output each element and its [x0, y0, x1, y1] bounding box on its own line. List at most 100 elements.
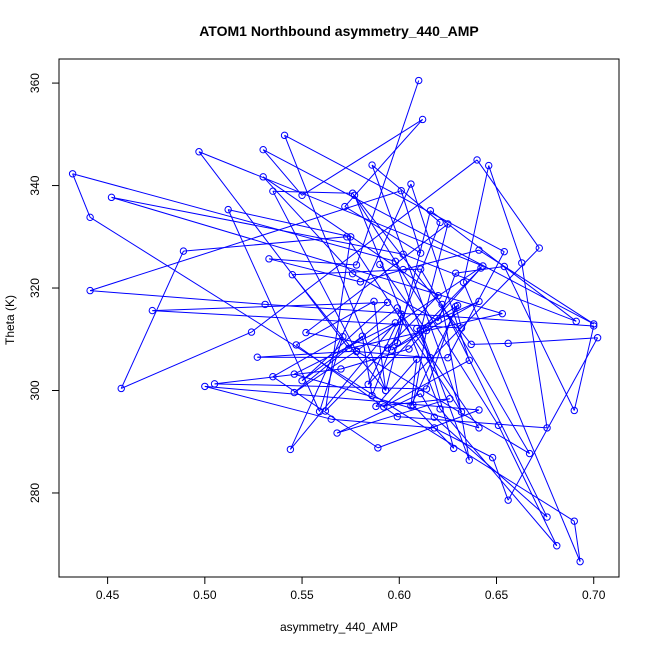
x-tick-label: 0.45 [96, 588, 120, 602]
data-point [269, 372, 277, 381]
data-point [117, 384, 125, 393]
series-segment [89, 190, 402, 292]
series-segment [295, 300, 375, 346]
series-segment [272, 190, 357, 352]
data-point [553, 542, 561, 550]
x-tick-label: 0.65 [485, 588, 509, 602]
data-point [500, 262, 508, 271]
data-point [393, 412, 402, 421]
data-point [68, 170, 77, 178]
data-point [253, 353, 262, 361]
data-point [416, 249, 425, 257]
series-segment [402, 253, 577, 322]
series-segment [430, 210, 577, 322]
data-point [450, 444, 458, 453]
series-segment [462, 165, 490, 283]
data-point [298, 377, 306, 385]
data-point [259, 145, 267, 154]
series-segment [204, 385, 332, 420]
series-segment [361, 336, 373, 396]
x-tick-label: 0.55 [290, 588, 314, 602]
series-segment [294, 373, 480, 429]
data-point [399, 265, 407, 274]
data-point [352, 261, 361, 269]
data-point [459, 278, 468, 287]
series-segment [503, 266, 575, 411]
data-point [593, 334, 602, 342]
y-axis-label: Theta (K) [3, 295, 17, 345]
data-point [333, 429, 341, 437]
data-point [451, 302, 460, 311]
series-segment [319, 336, 344, 412]
chart-title: ATOM1 Northbound asymmetry_440_AMP [199, 23, 479, 39]
data-point [399, 250, 407, 258]
x-tick-label: 0.60 [388, 588, 412, 602]
data-point [280, 131, 289, 140]
data-point [465, 356, 473, 364]
data-point [201, 382, 209, 391]
data-point [422, 385, 431, 393]
data-point [426, 354, 435, 362]
data-point [179, 247, 188, 255]
data-point [438, 300, 446, 309]
series-segment [340, 348, 410, 370]
series-segment [111, 196, 503, 315]
series-segment [385, 210, 431, 391]
series-segment [331, 418, 435, 429]
data-point [407, 180, 415, 188]
data-point [383, 298, 392, 307]
x-tick-label: 0.70 [582, 588, 606, 602]
series-segment [396, 314, 402, 343]
y-tick-label: 280 [28, 483, 42, 503]
series-segment [262, 176, 353, 275]
series-segment [433, 416, 548, 518]
data-point [413, 324, 421, 333]
series-segment [272, 336, 344, 378]
series-segment [507, 337, 599, 501]
series-segment [441, 304, 470, 461]
series-segment [183, 236, 347, 252]
series-segment [344, 119, 423, 207]
series-segment [403, 249, 480, 271]
data-point [457, 324, 466, 332]
data-point [341, 202, 349, 211]
data-point [426, 206, 435, 215]
series-segment [373, 301, 387, 391]
series-segment [204, 385, 480, 411]
series-segment [371, 222, 441, 396]
series-segment [301, 335, 363, 382]
series-segment [290, 322, 396, 450]
y-tick-label: 360 [28, 73, 42, 93]
data-point [393, 304, 402, 312]
data-point [409, 401, 417, 409]
data-point [444, 354, 452, 362]
data-point [590, 322, 598, 330]
data-point [416, 265, 425, 273]
x-axis-label: asymmetry_440_AMP [280, 620, 398, 634]
data-point [500, 247, 508, 256]
series-segment [441, 304, 548, 518]
series-segment [462, 282, 581, 562]
data-point [391, 319, 400, 327]
x-axis: 0.45 0.50 0.55 0.60 0.65 0.70 [96, 577, 606, 602]
series-segment [294, 322, 396, 375]
data-point [315, 407, 324, 416]
series-segment [367, 267, 482, 385]
series-segment [268, 258, 357, 266]
data-point [451, 269, 460, 277]
data-point [457, 408, 466, 416]
series-segment [152, 310, 462, 329]
data-point [535, 244, 543, 252]
series-segment [72, 173, 396, 262]
series-segment [284, 135, 387, 391]
series-segment [420, 393, 435, 418]
data-point [397, 186, 405, 195]
series-segment [301, 302, 388, 382]
series-segment [377, 409, 480, 449]
data-point [525, 449, 534, 458]
data-point [383, 344, 392, 352]
series-segment [412, 330, 427, 405]
data-point [327, 415, 335, 423]
data-point [485, 161, 493, 170]
